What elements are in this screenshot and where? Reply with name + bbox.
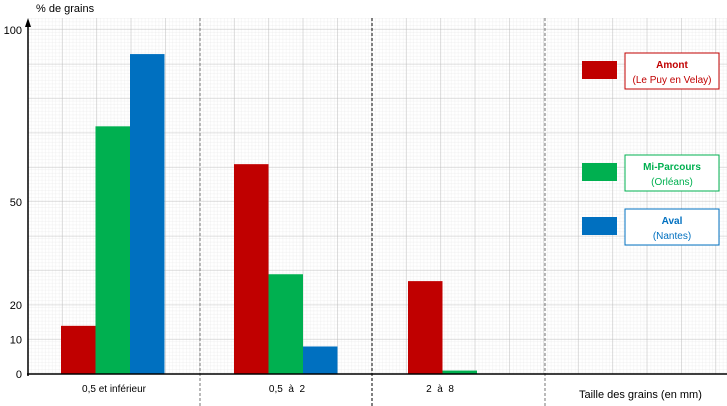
legend-item: Amont (Le Puy en Velay) [582, 52, 720, 90]
x-axis-label: Taille des grains (en mm) [579, 389, 702, 401]
y-tick-label: 0 [16, 369, 22, 381]
y-tick-label: 20 [10, 300, 22, 312]
bar-mi-parcours-2 [442, 370, 477, 374]
legend-name: Mi-Parcours [643, 162, 701, 173]
y-axis-arrow-icon [25, 18, 31, 27]
bar-amont-2 [408, 281, 443, 374]
x-category-label: 0,5 et inférieur [82, 384, 147, 395]
bar-mi-parcours-0 [95, 126, 130, 374]
legend-swatch [582, 217, 617, 235]
legend-subtitle: (Le Puy en Velay) [633, 75, 712, 86]
y-axis-label: % de grains [36, 3, 95, 15]
legend-subtitle: (Nantes) [653, 231, 691, 242]
x-category-label: 2 à 8 [426, 384, 454, 395]
legend-box [624, 52, 720, 90]
legend-box [624, 208, 720, 246]
bar-mi-parcours-1 [268, 274, 303, 374]
y-tick-label: 100 [4, 25, 22, 37]
y-tick-label: 10 [10, 335, 22, 347]
bar-aval-1 [303, 346, 338, 374]
legend-swatch [582, 163, 617, 181]
bar-aval-0 [130, 54, 165, 375]
legend-name: Amont [656, 60, 688, 71]
bar-amont-1 [234, 164, 269, 374]
bar-amont-0 [61, 325, 96, 374]
legend-swatch [582, 61, 617, 79]
legend-box [624, 154, 720, 192]
legend-item: Aval (Nantes) [582, 208, 720, 246]
legend-subtitle: (Orléans) [651, 177, 693, 188]
y-tick-label: 50 [10, 197, 22, 209]
legend-name: Aval [662, 216, 683, 227]
legend-item: Mi-Parcours (Orléans) [582, 154, 720, 192]
x-category-label: 0,5 à 2 [269, 384, 306, 395]
